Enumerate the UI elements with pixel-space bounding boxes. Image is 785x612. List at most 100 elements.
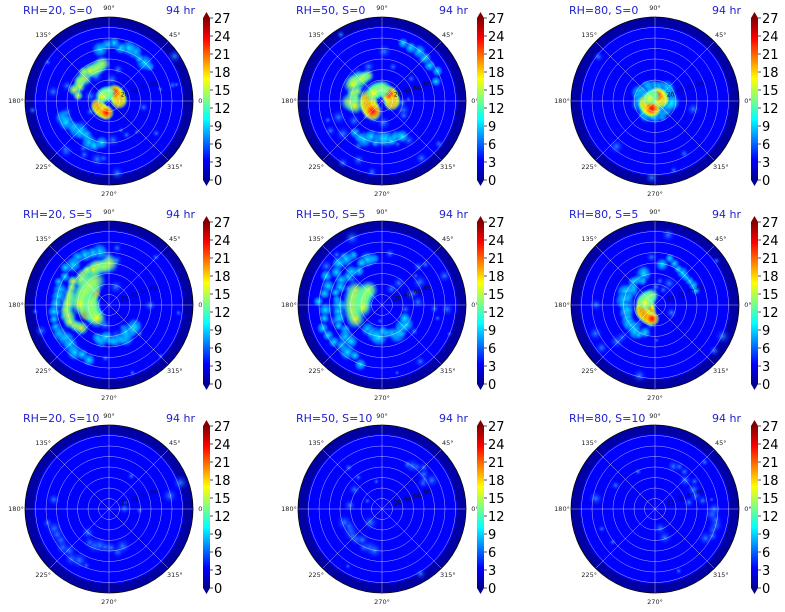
rain-cell (336, 156, 350, 169)
rain-cell (607, 137, 626, 156)
polar-frame (297, 424, 467, 594)
colorbar-tick-label: 24 (214, 234, 231, 249)
rain-cell (433, 314, 442, 323)
angular-gridline (49, 449, 110, 510)
rain-cell (610, 479, 621, 491)
colorbar-tick-label: 6 (214, 138, 222, 153)
angle-tick-label: 135° (35, 31, 51, 39)
angular-gridline (108, 508, 169, 569)
angle-tick-label: 315° (440, 163, 456, 171)
angular-gridline (322, 304, 383, 365)
colorbar-extend-max (477, 420, 484, 426)
rain-cell (128, 368, 137, 377)
colorbar-tick-label: 15 (214, 288, 231, 303)
rain-cell (121, 129, 132, 140)
colorbar-tick-label: 12 (214, 102, 231, 117)
rain-cell (660, 227, 676, 243)
panel-title-1: RH=20, S=0 (23, 4, 92, 17)
angular-gridline (322, 41, 383, 102)
rain-cell (653, 337, 660, 344)
radial-tick-label: 20 (667, 296, 675, 303)
colorbar-extend-min (203, 588, 210, 594)
angular-gridline (595, 41, 656, 102)
colorbar-tick-label: 21 (488, 456, 505, 471)
colorbar-tick-label: 9 (488, 120, 496, 135)
angular-gridline (381, 41, 442, 102)
colorbar-tick-label: 12 (762, 510, 779, 525)
rain-cell (61, 145, 69, 153)
angular-gridline (654, 508, 715, 569)
colorbar-tick-label: 15 (762, 84, 779, 99)
rain-cell (344, 562, 352, 570)
panel-title-2: RH=50, S=0 (296, 4, 365, 17)
rain-cell (446, 330, 453, 337)
angular-gridline (654, 41, 715, 102)
rain-cell (414, 567, 427, 580)
angle-tick-label: 135° (581, 439, 597, 447)
colorbar-extend-min (477, 384, 484, 390)
angle-tick-label: 270° (101, 598, 117, 606)
colorbar-tick-label: 21 (762, 456, 779, 471)
radial-tick-label: 20 (121, 92, 129, 99)
rain-cell (160, 486, 179, 505)
angle-tick-label: 45° (715, 31, 727, 39)
colorbar-tick-label: 18 (214, 270, 231, 285)
angle-tick-label: 135° (35, 439, 51, 447)
angle-tick-label: 270° (101, 394, 117, 402)
angular-gridline (654, 100, 715, 161)
radial-tick-label: 20 (394, 296, 402, 303)
colorbar-tick-label: 12 (214, 510, 231, 525)
rain-cell (412, 272, 420, 280)
angle-tick-label: 270° (647, 394, 663, 402)
panel-time-8: 94 hr (439, 412, 468, 425)
polar-frame (24, 220, 194, 390)
rain-cell (361, 513, 380, 532)
colorbar-2: 0 3 6 9 12 15 18 21 24 27 (477, 12, 505, 189)
rain-cell (104, 71, 120, 87)
radial-tick-label: 80 (423, 489, 431, 496)
rain-cell (608, 332, 626, 351)
rain-band (125, 317, 144, 336)
colorbar-extend-min (203, 384, 210, 390)
angle-tick-label: 0° (744, 301, 751, 309)
angle-tick-label: 315° (167, 367, 183, 375)
radial-tick-label: 80 (696, 81, 704, 88)
rain-cell (33, 323, 49, 339)
colorbar-extend-max (751, 420, 758, 426)
colorbar-tick-label: 3 (488, 156, 496, 171)
angle-tick-label: 225° (581, 367, 597, 375)
angular-gridline (654, 449, 715, 510)
rain-band (394, 128, 411, 144)
rain-cell (173, 81, 180, 88)
panel-title-5: RH=50, S=5 (296, 208, 365, 221)
colorbar-tick-label: 27 (214, 420, 231, 435)
colorbar-tick-label: 6 (762, 546, 770, 561)
radial-tick-label: 80 (696, 285, 704, 292)
colorbar-tick-label: 18 (762, 474, 779, 489)
angle-tick-label: 225° (35, 367, 51, 375)
colorbar-tick-label: 15 (214, 84, 231, 99)
angle-tick-label: 90° (103, 412, 115, 420)
rain-cell (645, 250, 658, 264)
angular-gridline (322, 449, 383, 510)
angular-gridline (322, 508, 383, 569)
rain-band (81, 352, 97, 368)
angular-gridline (108, 304, 169, 365)
rain-cell (685, 101, 702, 118)
colorbar-tick-label: 21 (488, 48, 505, 63)
colorbar-tick-label: 3 (214, 360, 222, 375)
panel-time-1: 94 hr (166, 4, 195, 17)
radial-tick-label: 60 (687, 289, 695, 296)
colorbar-tick-label: 3 (762, 564, 770, 579)
rain-cell (118, 502, 131, 515)
rain-cell (644, 170, 659, 185)
angle-tick-label: 135° (308, 31, 324, 39)
